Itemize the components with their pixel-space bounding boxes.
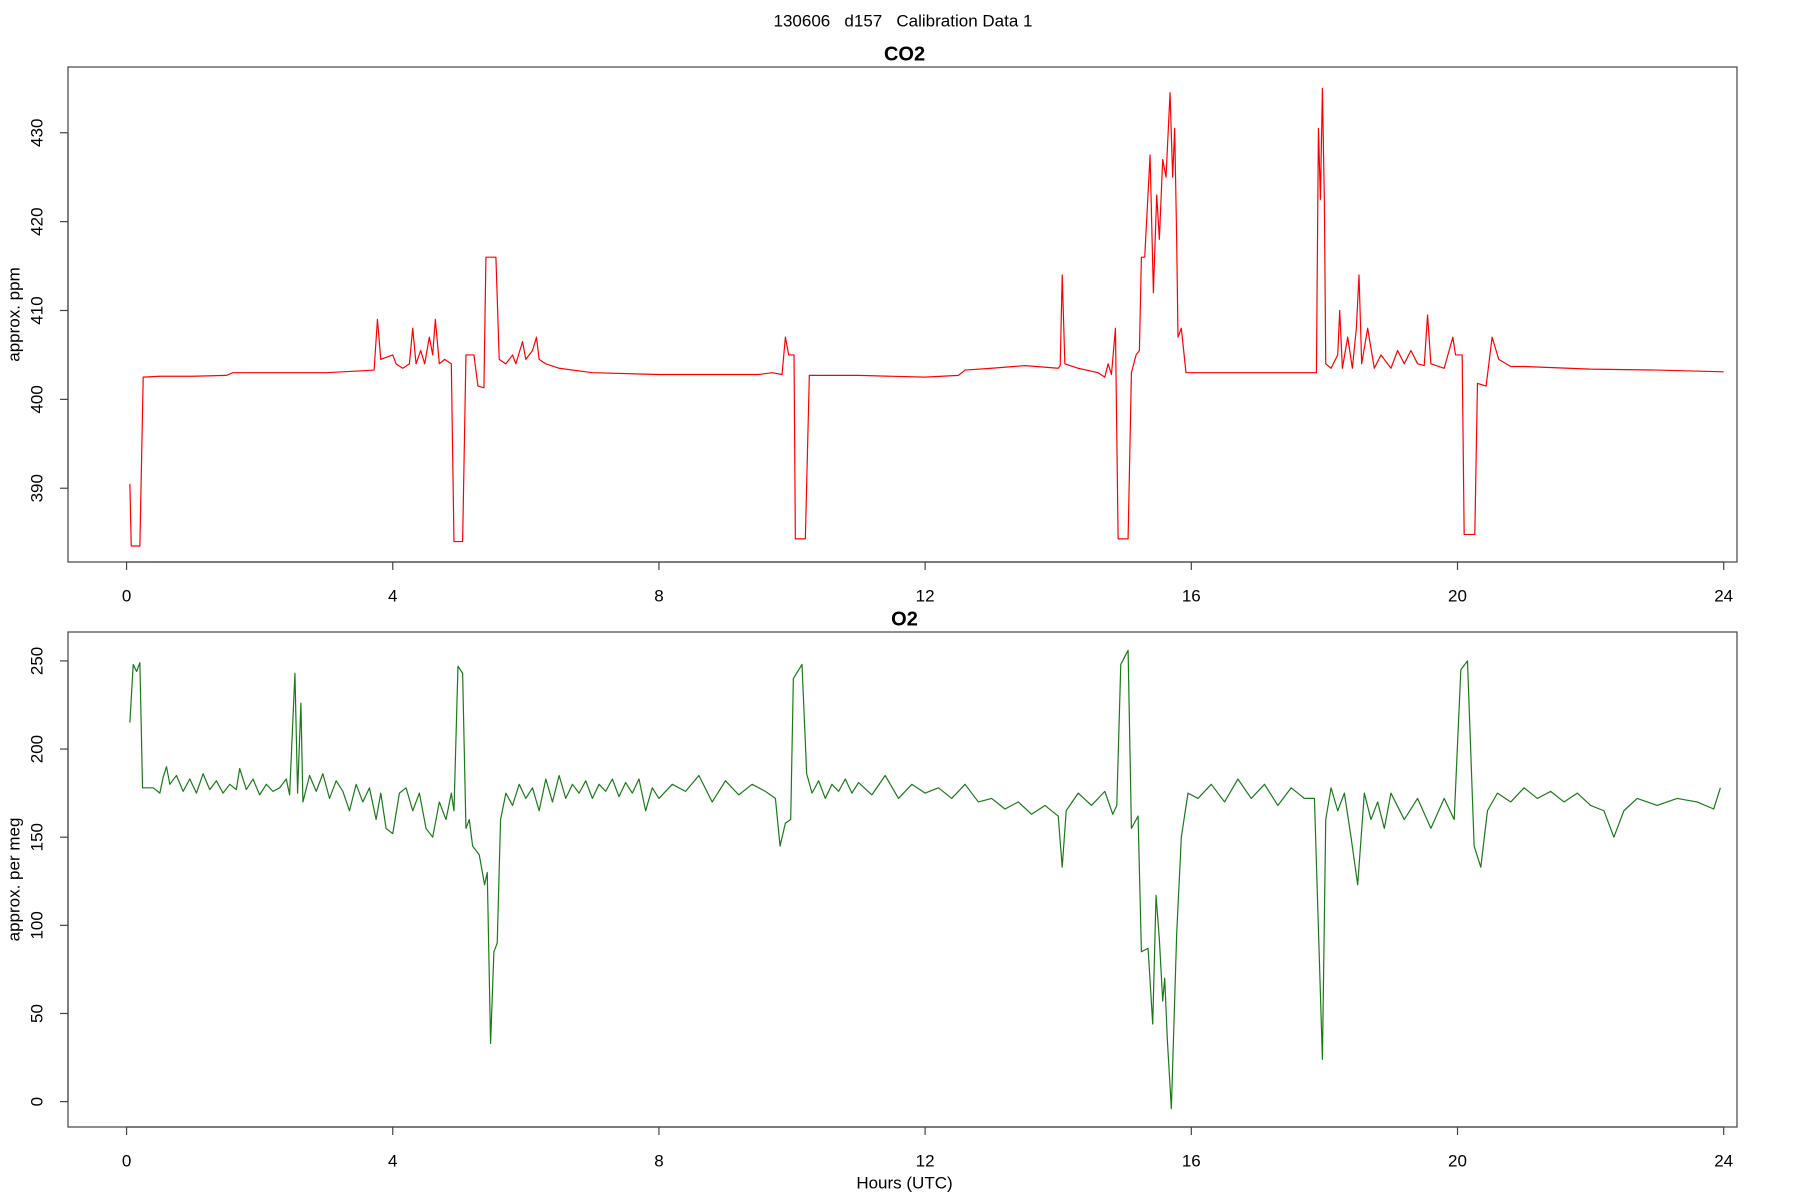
y-tick-label: 50 (27, 1004, 46, 1023)
y-tick-label: 420 (27, 207, 46, 235)
x-tick-label: 8 (654, 1151, 663, 1170)
figure-title: 130606 d157 Calibration Data 1 (774, 11, 1033, 30)
x-tick-label: 8 (654, 586, 663, 605)
y-tick-label: 0 (27, 1097, 46, 1106)
x-tick-label: 20 (1448, 586, 1467, 605)
x-tick-label: 24 (1714, 586, 1733, 605)
x-tick-label: 12 (916, 1151, 935, 1170)
x-tick-label: 24 (1714, 1151, 1733, 1170)
panel-title: O2 (891, 608, 918, 630)
y-axis-label: approx. ppm (4, 267, 23, 362)
x-tick-label: 16 (1182, 586, 1201, 605)
x-tick-label: 4 (388, 1151, 397, 1170)
x-tick-label: 12 (916, 586, 935, 605)
data-line (129, 87, 1724, 547)
y-axis-label: approx. per meg (4, 818, 23, 942)
panel-title: CO2 (884, 43, 925, 65)
y-tick-label: 100 (27, 911, 46, 939)
y-tick-label: 410 (27, 296, 46, 324)
x-tick-label: 20 (1448, 1151, 1467, 1170)
x-tick-label: 4 (388, 586, 397, 605)
y-tick-label: 400 (27, 385, 46, 413)
y-tick-label: 430 (27, 119, 46, 147)
data-line (129, 649, 1721, 1110)
x-tick-label: 0 (122, 1151, 131, 1170)
y-tick-label: 250 (27, 647, 46, 675)
y-tick-label: 150 (27, 823, 46, 851)
y-tick-label: 390 (27, 474, 46, 502)
x-axis-label: Hours (UTC) (856, 1173, 952, 1192)
x-tick-label: 16 (1182, 1151, 1201, 1170)
y-tick-label: 200 (27, 735, 46, 763)
x-tick-label: 0 (122, 586, 131, 605)
